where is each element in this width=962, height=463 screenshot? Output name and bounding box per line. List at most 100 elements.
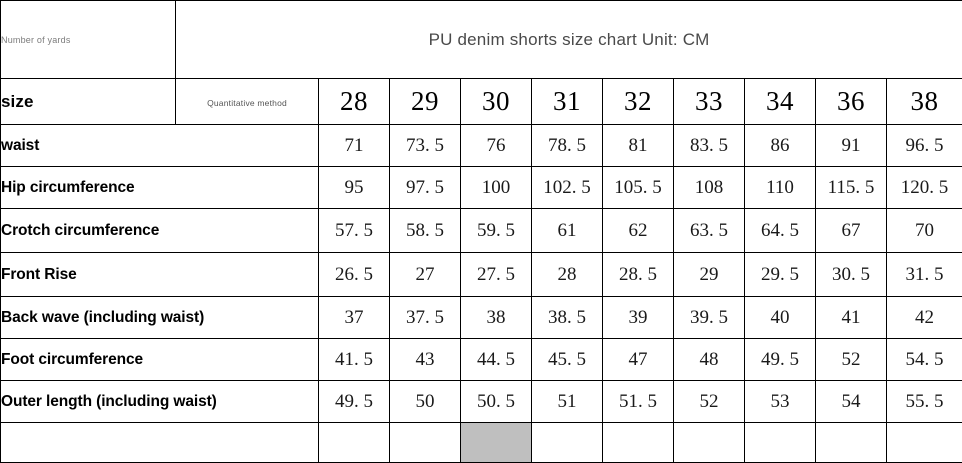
table-row: Outer length (including waist) 49. 5 50 …: [1, 381, 962, 423]
measurement-cell: 40: [745, 297, 816, 339]
size-column-header: 33: [674, 79, 745, 125]
measurement-cell: 41. 5: [319, 339, 390, 381]
measurement-cell: 39: [603, 297, 674, 339]
measurement-cell: 76: [461, 125, 532, 167]
measurement-cell: 91: [816, 125, 887, 167]
measurement-cell: 52: [674, 381, 745, 423]
measurement-cell: 70: [887, 209, 962, 253]
size-column-header: 38: [887, 79, 962, 125]
number-of-yards-cell: Number of yards: [1, 1, 176, 79]
measurement-cell: 54: [816, 381, 887, 423]
size-header-row: size Quantitative method 28 29 30 31 32 …: [1, 79, 962, 125]
measurement-cell: 50. 5: [461, 381, 532, 423]
empty-cell[interactable]: [390, 423, 461, 463]
measurement-cell: 59. 5: [461, 209, 532, 253]
measurement-cell: 95: [319, 167, 390, 209]
measurement-cell: 105. 5: [603, 167, 674, 209]
measurement-cell: 86: [745, 125, 816, 167]
measurement-cell: 38: [461, 297, 532, 339]
measurement-cell: 55. 5: [887, 381, 962, 423]
measurement-cell: 42: [887, 297, 962, 339]
measurement-cell: 120. 5: [887, 167, 962, 209]
measurement-cell: 51: [532, 381, 603, 423]
measurement-cell: 67: [816, 209, 887, 253]
empty-row-label-cell: [1, 423, 319, 463]
measurement-cell: 71: [319, 125, 390, 167]
size-column-header: 31: [532, 79, 603, 125]
measurement-cell: 49. 5: [319, 381, 390, 423]
empty-cell[interactable]: [674, 423, 745, 463]
measurement-cell: 100: [461, 167, 532, 209]
measurement-cell: 52: [816, 339, 887, 381]
measurement-cell: 37: [319, 297, 390, 339]
quantitative-method-label: Quantitative method: [207, 98, 287, 108]
chart-header-row: Number of yards PU denim shorts size cha…: [1, 1, 962, 79]
measurement-cell: 53: [745, 381, 816, 423]
measurement-cell: 102. 5: [532, 167, 603, 209]
chart-title-cell: PU denim shorts size chart Unit: CM: [176, 1, 962, 79]
measurement-cell: 45. 5: [532, 339, 603, 381]
row-label: Hip circumference: [1, 167, 319, 209]
measurement-cell: 97. 5: [390, 167, 461, 209]
row-label: Outer length (including waist): [1, 381, 319, 423]
measurement-cell: 110: [745, 167, 816, 209]
measurement-cell: 49. 5: [745, 339, 816, 381]
measurement-cell: 48: [674, 339, 745, 381]
row-label: Front Rise: [1, 253, 319, 297]
measurement-cell: 63. 5: [674, 209, 745, 253]
measurement-cell: 28: [532, 253, 603, 297]
table-row: Hip circumference 95 97. 5 100 102. 5 10…: [1, 167, 962, 209]
size-column-header: 36: [816, 79, 887, 125]
measurement-cell: 96. 5: [887, 125, 962, 167]
size-column-header: 28: [319, 79, 390, 125]
empty-cell[interactable]: [532, 423, 603, 463]
measurement-cell: 108: [674, 167, 745, 209]
measurement-cell: 57. 5: [319, 209, 390, 253]
size-label-cell: size: [1, 79, 176, 125]
measurement-cell: 29. 5: [745, 253, 816, 297]
measurement-cell: 81: [603, 125, 674, 167]
page-title: PU denim shorts size chart Unit: CM: [429, 30, 710, 49]
table-row: Foot circumference 41. 5 43 44. 5 45. 5 …: [1, 339, 962, 381]
measurement-cell: 44. 5: [461, 339, 532, 381]
measurement-cell: 83. 5: [674, 125, 745, 167]
measurement-cell: 27: [390, 253, 461, 297]
measurement-cell: 51. 5: [603, 381, 674, 423]
measurement-cell: 38. 5: [532, 297, 603, 339]
number-of-yards-label: Number of yards: [1, 34, 175, 46]
table-row: Crotch circumference 57. 5 58. 5 59. 5 6…: [1, 209, 962, 253]
empty-row: [1, 423, 962, 463]
row-label: Crotch circumference: [1, 209, 319, 253]
empty-cell[interactable]: [745, 423, 816, 463]
table-row: Back wave (including waist) 37 37. 5 38 …: [1, 297, 962, 339]
measurement-cell: 54. 5: [887, 339, 962, 381]
measurement-cell: 31. 5: [887, 253, 962, 297]
measurement-cell: 30. 5: [816, 253, 887, 297]
empty-cell[interactable]: [319, 423, 390, 463]
row-label: waist: [1, 125, 319, 167]
empty-cell[interactable]: [816, 423, 887, 463]
measurement-cell: 64. 5: [745, 209, 816, 253]
empty-cell-selected[interactable]: [461, 423, 532, 463]
row-label: Foot circumference: [1, 339, 319, 381]
measurement-cell: 28. 5: [603, 253, 674, 297]
quantitative-method-cell: Quantitative method: [176, 79, 319, 125]
measurement-cell: 47: [603, 339, 674, 381]
measurement-cell: 29: [674, 253, 745, 297]
empty-cell[interactable]: [887, 423, 962, 463]
size-column-header: 32: [603, 79, 674, 125]
measurement-cell: 41: [816, 297, 887, 339]
measurement-cell: 37. 5: [390, 297, 461, 339]
measurement-cell: 115. 5: [816, 167, 887, 209]
table-row: Front Rise 26. 5 27 27. 5 28 28. 5 29 29…: [1, 253, 962, 297]
measurement-cell: 62: [603, 209, 674, 253]
measurement-cell: 27. 5: [461, 253, 532, 297]
empty-cell[interactable]: [603, 423, 674, 463]
measurement-cell: 73. 5: [390, 125, 461, 167]
measurement-cell: 26. 5: [319, 253, 390, 297]
row-label: Back wave (including waist): [1, 297, 319, 339]
measurement-cell: 39. 5: [674, 297, 745, 339]
measurement-cell: 50: [390, 381, 461, 423]
